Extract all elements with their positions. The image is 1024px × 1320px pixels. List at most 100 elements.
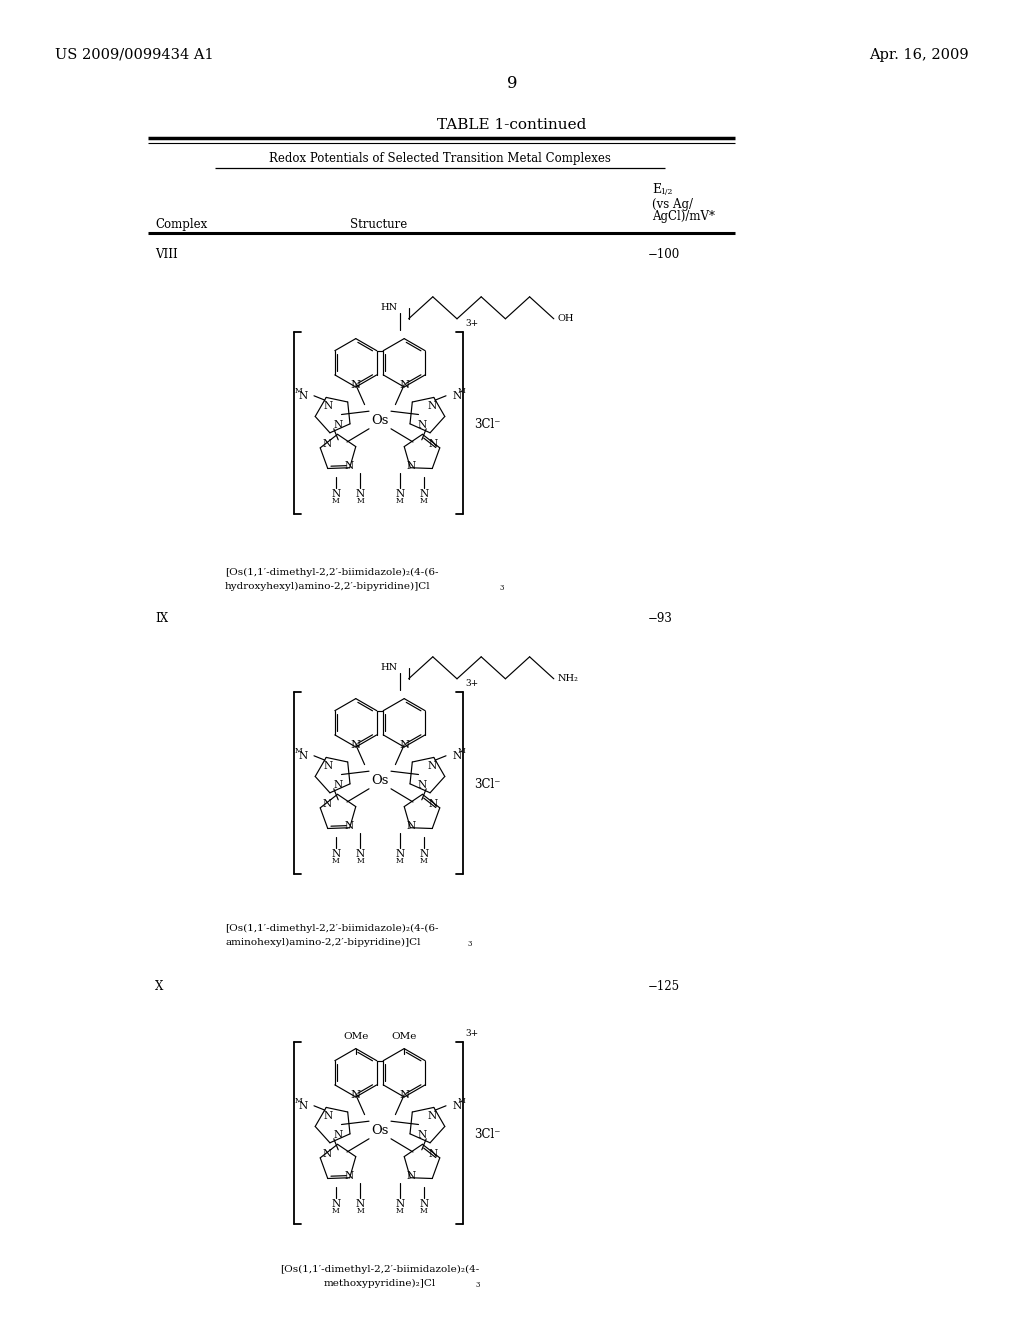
Text: Os: Os [372, 774, 389, 787]
Text: N: N [298, 751, 307, 760]
Text: Redox Potentials of Selected Transition Metal Complexes: Redox Potentials of Selected Transition … [269, 152, 611, 165]
Text: N: N [417, 780, 426, 791]
Text: [Os(1,1′-dimethyl-2,2′-biimidazole)₂(4-: [Os(1,1′-dimethyl-2,2′-biimidazole)₂(4- [281, 1265, 479, 1274]
Text: N: N [332, 849, 341, 859]
Text: N: N [395, 849, 404, 859]
Text: [Os(1,1′-dimethyl-2,2′-biimidazole)₂(4-(6-: [Os(1,1′-dimethyl-2,2′-biimidazole)₂(4-(… [225, 568, 438, 577]
Text: M: M [420, 1208, 428, 1216]
Text: N: N [355, 849, 365, 859]
Text: AgCl)/mV*: AgCl)/mV* [652, 210, 715, 223]
Text: M: M [458, 1097, 465, 1105]
Text: HN: HN [381, 304, 397, 313]
Text: Apr. 16, 2009: Apr. 16, 2009 [869, 48, 969, 62]
Text: N: N [323, 799, 332, 809]
Text: OMe: OMe [391, 1032, 417, 1040]
Text: N: N [453, 391, 462, 401]
Text: 3: 3 [476, 1280, 480, 1290]
Text: N: N [334, 780, 343, 791]
Text: 3: 3 [500, 583, 505, 591]
Text: TABLE 1-continued: TABLE 1-continued [437, 117, 587, 132]
Text: N: N [351, 1090, 360, 1100]
Text: N: N [399, 1090, 410, 1100]
Text: N: N [427, 1110, 436, 1121]
Text: M: M [332, 1208, 340, 1216]
Text: M: M [396, 1208, 403, 1216]
Text: N: N [332, 488, 341, 499]
Text: HN: HN [381, 663, 397, 672]
Text: methoxypyridine)₂]Cl: methoxypyridine)₂]Cl [324, 1279, 436, 1288]
Text: M: M [295, 1097, 302, 1105]
Text: N: N [428, 440, 437, 449]
Text: N: N [344, 461, 354, 471]
Text: M: M [356, 1208, 365, 1216]
Text: Structure: Structure [350, 218, 408, 231]
Text: N: N [428, 799, 437, 809]
Text: N: N [395, 1199, 404, 1209]
Text: 3Cl⁻: 3Cl⁻ [474, 1129, 501, 1142]
Text: M: M [458, 747, 465, 755]
Text: M: M [332, 858, 340, 866]
Text: 3Cl⁻: 3Cl⁻ [474, 779, 501, 792]
Text: M: M [332, 498, 340, 506]
Text: N: N [420, 1199, 429, 1209]
Text: IX: IX [155, 612, 168, 624]
Text: −125: −125 [648, 979, 680, 993]
Text: N: N [399, 739, 410, 750]
Text: N: N [420, 488, 429, 499]
Text: 1/2: 1/2 [660, 187, 673, 195]
Text: −100: −100 [648, 248, 680, 261]
Text: N: N [324, 1110, 333, 1121]
Text: Complex: Complex [155, 218, 207, 231]
Text: 9: 9 [507, 75, 517, 92]
Text: N: N [324, 401, 333, 411]
Text: M: M [396, 498, 403, 506]
Text: N: N [334, 1130, 343, 1140]
Text: N: N [399, 380, 410, 389]
Text: 3+: 3+ [466, 319, 478, 327]
Text: N: N [351, 739, 360, 750]
Text: M: M [396, 858, 403, 866]
Text: 3+: 3+ [466, 678, 478, 688]
Text: N: N [407, 1171, 416, 1181]
Text: M: M [356, 498, 365, 506]
Text: N: N [323, 440, 332, 449]
Text: VIII: VIII [155, 248, 178, 261]
Text: OMe: OMe [343, 1032, 369, 1040]
Text: M: M [295, 387, 302, 396]
Text: N: N [324, 760, 333, 771]
Text: 3Cl⁻: 3Cl⁻ [474, 418, 501, 432]
Text: N: N [407, 821, 416, 832]
Text: N: N [355, 1199, 365, 1209]
Text: N: N [298, 391, 307, 401]
Text: E: E [652, 183, 662, 195]
Text: Os: Os [372, 413, 389, 426]
Text: N: N [332, 1199, 341, 1209]
Text: N: N [407, 461, 416, 471]
Text: N: N [427, 401, 436, 411]
Text: 3: 3 [467, 940, 471, 948]
Text: M: M [420, 858, 428, 866]
Text: OH: OH [558, 314, 574, 323]
Text: X: X [155, 979, 164, 993]
Text: N: N [334, 421, 343, 430]
Text: N: N [417, 1130, 426, 1140]
Text: 3+: 3+ [466, 1030, 478, 1038]
Text: NH₂: NH₂ [558, 675, 579, 684]
Text: [Os(1,1′-dimethyl-2,2′-biimidazole)₂(4-(6-: [Os(1,1′-dimethyl-2,2′-biimidazole)₂(4-(… [225, 924, 438, 933]
Text: N: N [355, 488, 365, 499]
Text: N: N [417, 421, 426, 430]
Text: N: N [298, 1101, 307, 1111]
Text: N: N [420, 849, 429, 859]
Text: N: N [427, 760, 436, 771]
Text: N: N [453, 751, 462, 760]
Text: N: N [344, 821, 354, 832]
Text: −93: −93 [648, 612, 673, 624]
Text: hydroxyhexyl)amino-2,2′-bipyridine)]Cl: hydroxyhexyl)amino-2,2′-bipyridine)]Cl [225, 582, 431, 591]
Text: (vs Ag/: (vs Ag/ [652, 198, 693, 211]
Text: US 2009/0099434 A1: US 2009/0099434 A1 [55, 48, 214, 62]
Text: aminohexyl)amino-2,2′-bipyridine)]Cl: aminohexyl)amino-2,2′-bipyridine)]Cl [225, 939, 421, 948]
Text: N: N [344, 1171, 354, 1181]
Text: M: M [458, 387, 465, 396]
Text: N: N [453, 1101, 462, 1111]
Text: N: N [323, 1150, 332, 1159]
